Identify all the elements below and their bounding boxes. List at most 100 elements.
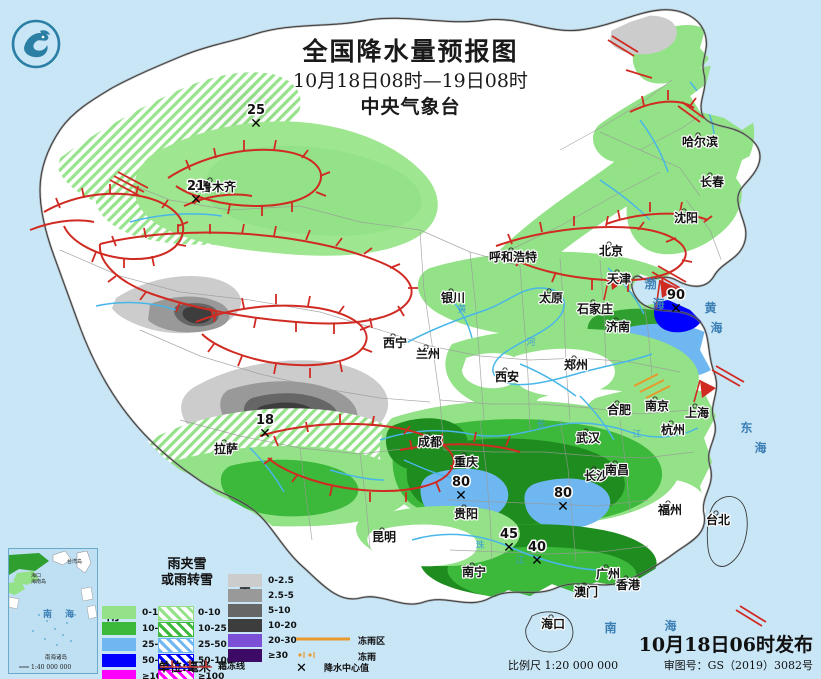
city-label: 贵阳: [454, 506, 478, 521]
precipitation-center-marker: ✕: [557, 499, 569, 515]
legend-sleet-label-1: 10-25: [198, 624, 227, 634]
legend-snow-label-2: 5-10: [268, 606, 291, 616]
city-label: 拉萨: [214, 441, 238, 456]
city-marker: [461, 504, 467, 510]
legend-snow-label-3: 10-20: [268, 621, 297, 631]
legend-snow-label-5: ≥30: [268, 651, 289, 661]
legend-rain-swatch-3: [102, 654, 136, 667]
city-marker: [623, 575, 629, 581]
city-label: 重庆: [454, 454, 478, 469]
city-marker: [546, 288, 552, 294]
legend-snow-label-1: 2.5-5: [268, 591, 294, 601]
front-stems: [603, 271, 701, 403]
legend-sleet-swatch-4: [158, 670, 194, 679]
svg-text:海: 海: [65, 608, 74, 620]
city-marker: [713, 510, 719, 516]
city-marker: [425, 432, 431, 438]
city-marker: [665, 500, 671, 506]
legend-rain-label-2: 25-50: [142, 640, 171, 650]
city-marker: [548, 614, 554, 620]
city-label: 杭州: [661, 422, 685, 437]
map-scale: 比例尺 1:20 000 000: [508, 659, 619, 672]
legend-sleet-swatch-2: [158, 638, 194, 653]
city-label: 北京: [599, 243, 623, 258]
sea-label: 南: [604, 620, 619, 635]
legend-rain-swatch-2: [102, 638, 136, 651]
sea-label: 渤: [644, 276, 659, 291]
city-marker: [469, 562, 475, 568]
sea-label: 海: [710, 320, 725, 335]
city-label: 沈阳: [674, 210, 698, 225]
city-label: 上海: [685, 405, 709, 420]
legend-snow-swatch-2: [228, 604, 262, 617]
city-label: 台北: [706, 512, 730, 527]
city-marker: [390, 333, 396, 339]
approval-number: 审图号：GS（2019）3082号: [663, 659, 813, 672]
city-label: 成都: [418, 434, 442, 449]
city-label: 济南: [606, 319, 630, 334]
city-marker: [423, 344, 429, 350]
precipitation-center-value: 45: [500, 527, 518, 542]
precipitation-center-marker: ✕: [503, 540, 515, 556]
city-marker: [379, 527, 385, 533]
legend-panel: 南 海 海南岛 海口 台湾岛 南海诸岛 1:40 000 000 雨 0-101…: [6, 546, 410, 679]
precipitation-center-marker: ✕: [531, 553, 543, 569]
province-boundaries: [59, 79, 723, 563]
city-label: 南京: [645, 398, 669, 413]
legend-sleet-swatch-0: [158, 606, 194, 621]
precipitation-center-value: 90: [667, 288, 685, 303]
legend-label-freezing-rain-zone: 冻雨区: [358, 637, 386, 647]
city-marker: [707, 172, 713, 178]
sea-label: 黄: [704, 300, 719, 315]
publish-time: 10月18日06时发布: [638, 634, 813, 656]
svg-text:南: 南: [43, 608, 52, 620]
city-marker: [571, 355, 577, 361]
legend-rain-swatch-4: [102, 670, 136, 679]
legend-sleet-heading-line1: 雨夹雪: [167, 557, 207, 572]
city-marker: [668, 420, 674, 426]
city-marker: [502, 367, 508, 373]
city-marker: [612, 460, 618, 466]
legend-label-freezing-rain: 冻雨: [358, 653, 377, 663]
river-label: 江: [632, 429, 641, 440]
precipitation-center-marker: ✕: [190, 192, 202, 208]
legend-snow-label-4: 20-30: [268, 636, 297, 646]
city-marker: [590, 299, 596, 305]
city-label: 合肥: [607, 402, 631, 417]
river-label: 江: [515, 555, 524, 566]
city-marker: [614, 269, 620, 275]
city-label: 太原: [539, 290, 563, 305]
city-marker: [581, 582, 587, 588]
svg-text:海口: 海口: [31, 572, 41, 579]
legend-snow-label-0: 0-2.5: [268, 576, 294, 586]
precipitation-center-value: 40: [528, 540, 546, 555]
legend-sleet-label-4: ≥100: [198, 672, 225, 679]
city-marker: [652, 396, 658, 402]
city-label: 南宁: [462, 564, 486, 579]
svg-text:✕: ✕: [296, 661, 307, 674]
precipitation-center-marker: ✕: [455, 488, 467, 504]
legend-snow-swatch-0: [228, 574, 262, 587]
city-label: 天津: [607, 271, 631, 286]
city-marker: [692, 403, 698, 409]
legend-sleet-heading-line2: 或雨转雪: [160, 573, 213, 588]
legend-sleet-label-0: 0-10: [198, 608, 221, 618]
south-china-sea-inset-map: 南 海 海南岛 海口 台湾岛 南海诸岛 1:40 000 000: [8, 548, 98, 674]
precipitation-center-marker: ✕: [250, 116, 262, 132]
sea-label: 东: [740, 420, 755, 435]
city-label: 福州: [657, 502, 682, 517]
city-marker: [207, 177, 213, 183]
city-label: 银川: [441, 290, 465, 305]
svg-text:1:40 000 000: 1:40 000 000: [31, 664, 71, 671]
city-label: 长沙: [584, 468, 608, 483]
sea-label: 海: [664, 618, 679, 633]
legend-sleet-swatch-1: [158, 622, 194, 637]
precipitation-center-value: 25: [247, 103, 265, 118]
map-labels: 渤海 黄海东海南海 黄河长江珠江 乌鲁木齐哈尔滨长春沈阳呼和浩特 北京天津银川 太原石…: [185, 102, 766, 636]
city-label: 兰州: [416, 346, 440, 361]
city-label: 海口: [541, 616, 565, 631]
river-label: 河: [526, 336, 535, 348]
